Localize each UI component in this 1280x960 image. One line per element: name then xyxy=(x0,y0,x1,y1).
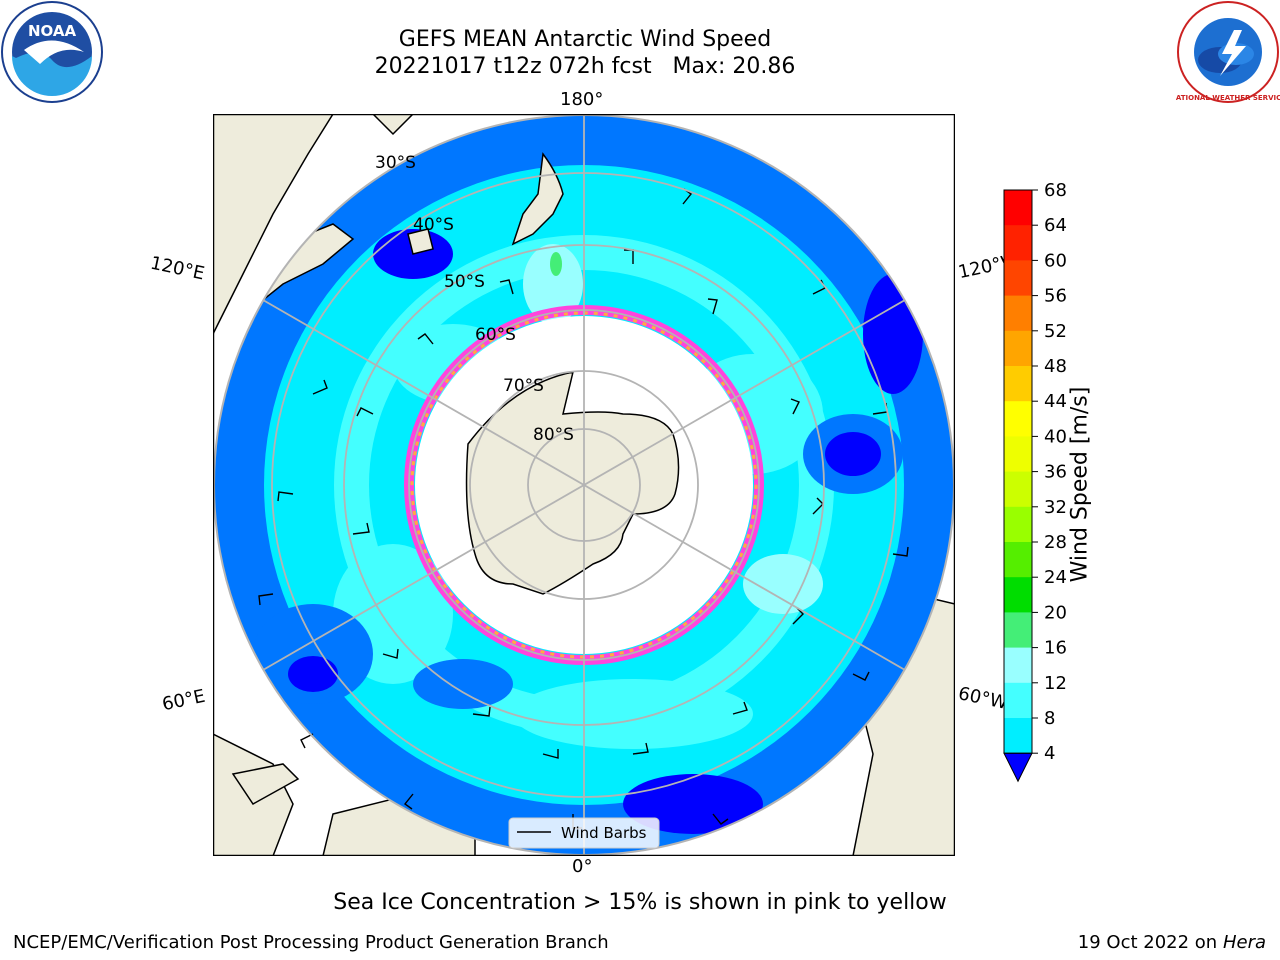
colorbar-tick-label: 32 xyxy=(1044,497,1067,518)
colorbar-band xyxy=(1004,225,1032,261)
colorbar-tick-label: 68 xyxy=(1044,180,1067,201)
colorbar-band xyxy=(1004,612,1032,649)
colorbar-tick-label: 64 xyxy=(1044,215,1067,236)
colorbar-extend-arrow xyxy=(1003,752,1033,783)
colorbar-band xyxy=(1004,471,1032,508)
lon-label-120e: 120°E xyxy=(148,252,207,285)
lat-label-30s: 30°S xyxy=(375,153,416,173)
colorbar-tick-label: 48 xyxy=(1044,356,1067,377)
colorbar-tick-label: 44 xyxy=(1044,391,1067,412)
colorbar-tick-label: 40 xyxy=(1044,426,1067,447)
colorbar-band xyxy=(1004,366,1032,402)
colorbar-tick-label: 28 xyxy=(1044,532,1067,553)
nws-logo-text: NATIONAL WEATHER SERVICE xyxy=(1176,94,1280,102)
wind-speed-field xyxy=(214,115,954,855)
credit-line: NCEP/EMC/Verification Post Processing Pr… xyxy=(13,932,609,953)
date-stamp-date: 19 Oct 2022 on xyxy=(1077,932,1223,953)
colorbar-band xyxy=(1004,190,1032,226)
colorbar-tick-label: 60 xyxy=(1044,250,1067,271)
lon-label-180: 180° xyxy=(560,89,604,110)
colorbar-band xyxy=(1004,260,1032,297)
sea-ice-note: Sea Ice Concentration > 15% is shown in … xyxy=(333,890,947,915)
lat-label-70s: 70°S xyxy=(503,376,544,396)
colorbar-band xyxy=(1004,401,1032,437)
wind-barbs xyxy=(258,188,909,829)
colorbar-band xyxy=(1004,330,1032,367)
graticule xyxy=(214,115,954,855)
lat-label-80s: 80°S xyxy=(533,425,574,445)
lon-label-0: 0° xyxy=(572,856,593,877)
colorbar-band xyxy=(1004,682,1032,719)
colorbar-band xyxy=(1004,718,1032,754)
colorbar-band xyxy=(1004,647,1032,684)
lat-label-40s: 40°S xyxy=(413,215,454,235)
colorbar-tick-label: 36 xyxy=(1044,462,1067,483)
colorbar-label: Wind Speed [m/s] xyxy=(1067,386,1093,583)
date-stamp-host: Hera xyxy=(1222,932,1266,953)
colorbar-tick-label: 20 xyxy=(1044,602,1067,623)
colorbar-tick-label: 4 xyxy=(1044,743,1055,764)
colorbar-band xyxy=(1004,577,1032,613)
map-title-line-2: 20221017 t12z 072h fcst Max: 20.86 xyxy=(374,54,796,79)
wind-speed-colorbar: 68 64 60 56 52 48 44 40 36 32 28 24 20 16 12 8 4 xyxy=(1003,180,1067,783)
colorbar-tick-label: 16 xyxy=(1044,638,1067,659)
lat-label-50s: 50°S xyxy=(444,272,485,292)
colorbar-tick-label: 12 xyxy=(1044,673,1067,694)
lon-label-60e: 60°E xyxy=(160,685,207,716)
wind-barbs-legend: Wind Barbs xyxy=(508,817,660,849)
noaa-logo-text: NOAA xyxy=(28,22,77,40)
date-stamp: 19 Oct 2022 on Hera xyxy=(1078,932,1266,953)
colorbar-band xyxy=(1004,436,1032,473)
colorbar-tick-label: 52 xyxy=(1044,321,1067,342)
polar-map: 30°S 40°S 50°S 60°S 70°S 80°S Wind Barbs xyxy=(213,114,955,856)
colorbar-band xyxy=(1004,295,1032,332)
map-title-line-1: GEFS MEAN Antarctic Wind Speed xyxy=(398,27,772,52)
colorbar-tick-label: 24 xyxy=(1044,567,1067,588)
colorbar-band xyxy=(1004,542,1032,578)
colorbar-band xyxy=(1004,506,1032,543)
legend-label: Wind Barbs xyxy=(561,824,647,842)
noaa-logo: NOAA xyxy=(1,1,103,103)
colorbar-tick-label: 56 xyxy=(1044,286,1067,307)
colorbar-tick-label: 8 xyxy=(1044,708,1055,729)
lat-label-60s: 60°S xyxy=(475,325,516,345)
nws-logo: NATIONAL WEATHER SERVICE xyxy=(1176,1,1280,103)
